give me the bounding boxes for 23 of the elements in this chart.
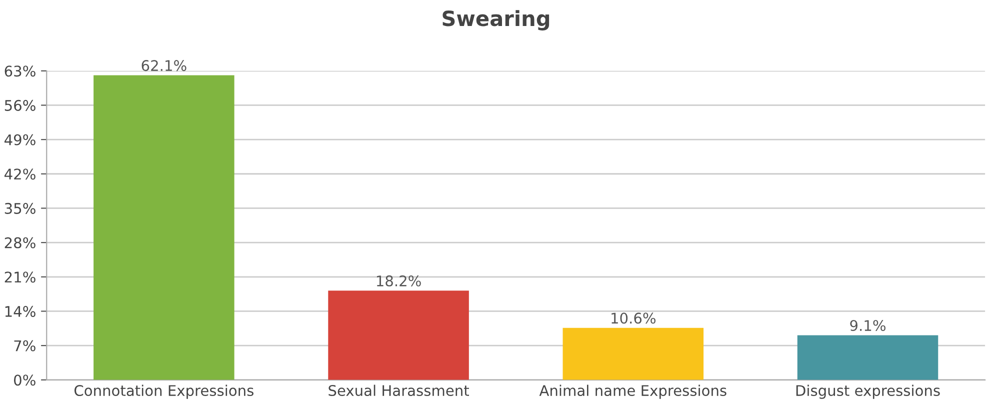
x-tick-label: Sexual Harassment xyxy=(328,384,470,396)
data-label: 18.2% xyxy=(376,275,421,286)
chart-title: Swearing xyxy=(442,10,550,30)
bar xyxy=(797,335,938,380)
bar xyxy=(562,328,704,380)
bar xyxy=(94,75,234,380)
y-tick-label: 63% xyxy=(4,66,36,77)
y-tick-label: 14% xyxy=(5,306,36,317)
y-tick-label: 56% xyxy=(4,100,36,111)
data-label: 9.1% xyxy=(850,320,886,332)
y-tick-label: 28% xyxy=(4,237,36,248)
bar xyxy=(328,290,469,380)
y-tick-label: 49% xyxy=(4,134,36,146)
y-tick-label: 35% xyxy=(4,202,36,214)
y-tick-label: 0% xyxy=(14,374,36,386)
x-tick-label: Animal name Expressions xyxy=(539,384,726,399)
y-tick-label: 21% xyxy=(4,272,36,283)
x-tick-label: Disgust expressions xyxy=(796,384,940,399)
x-tick-label: Connotation Expressions xyxy=(74,384,254,399)
data-label: 62.1% xyxy=(142,60,186,72)
data-label: 10.6% xyxy=(612,312,656,324)
y-tick-label: 7% xyxy=(14,340,36,352)
y-tick-label: 42% xyxy=(4,168,36,180)
